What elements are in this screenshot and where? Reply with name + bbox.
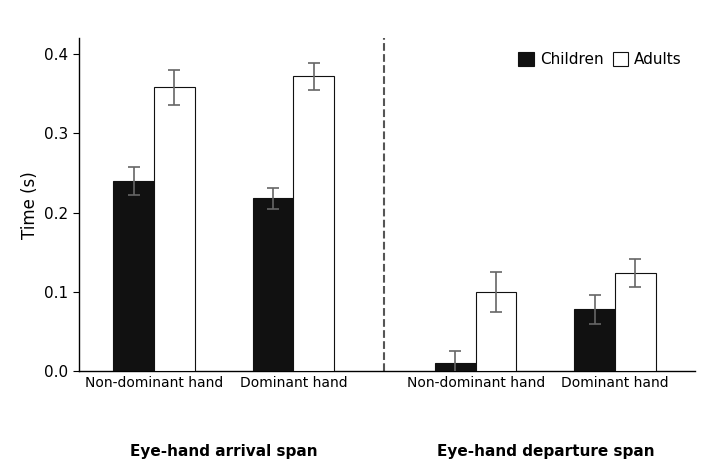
Text: Eye-hand arrival span: Eye-hand arrival span — [130, 444, 318, 458]
Bar — [293, 76, 334, 371]
Bar — [574, 309, 615, 371]
Y-axis label: Time (s): Time (s) — [21, 171, 39, 238]
Legend: Children, Adults: Children, Adults — [513, 46, 688, 73]
Text: Eye-hand departure span: Eye-hand departure span — [437, 444, 654, 458]
Bar — [475, 292, 516, 371]
Bar — [252, 198, 293, 371]
Bar — [435, 363, 475, 371]
Bar — [113, 181, 154, 371]
Bar — [154, 87, 195, 371]
Bar — [615, 273, 656, 371]
